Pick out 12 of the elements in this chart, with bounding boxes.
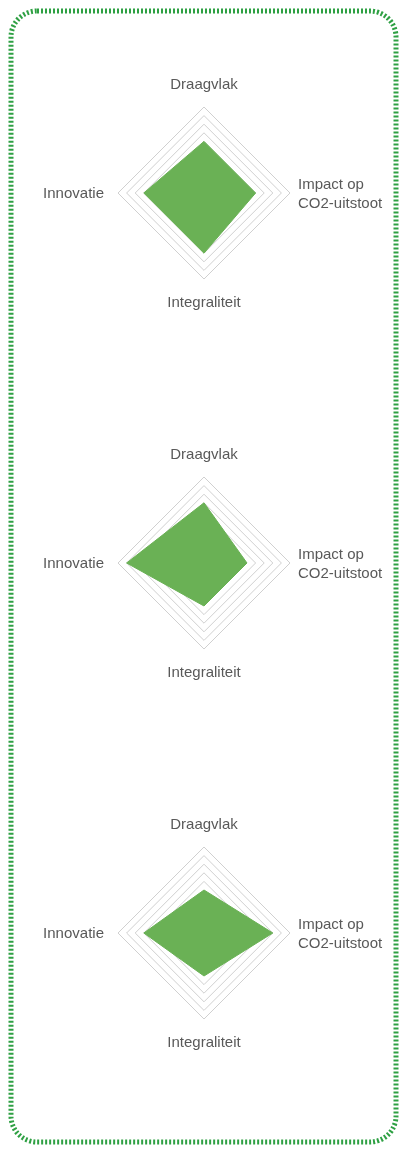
spoke-label: Draagvlak: [170, 445, 239, 462]
spoke-label: Integraliteit: [167, 663, 242, 680]
spoke-label: Impact op CO2-uitstoot: [298, 544, 384, 581]
spoke-label: Draagvlak: [170, 815, 239, 832]
spoke-label: Innovatie: [43, 924, 104, 941]
spoke-label: Impact op CO2-uitstoot: [298, 174, 384, 211]
spoke-label: Innovatie: [43, 554, 104, 571]
spoke-label: Draagvlak: [170, 75, 239, 92]
spoke-label: Integraliteit: [167, 1033, 242, 1050]
spoke-label: Impact op CO2-uitstoot: [298, 914, 384, 951]
spoke-label: Integraliteit: [167, 293, 242, 310]
spoke-label: Innovatie: [43, 184, 104, 201]
